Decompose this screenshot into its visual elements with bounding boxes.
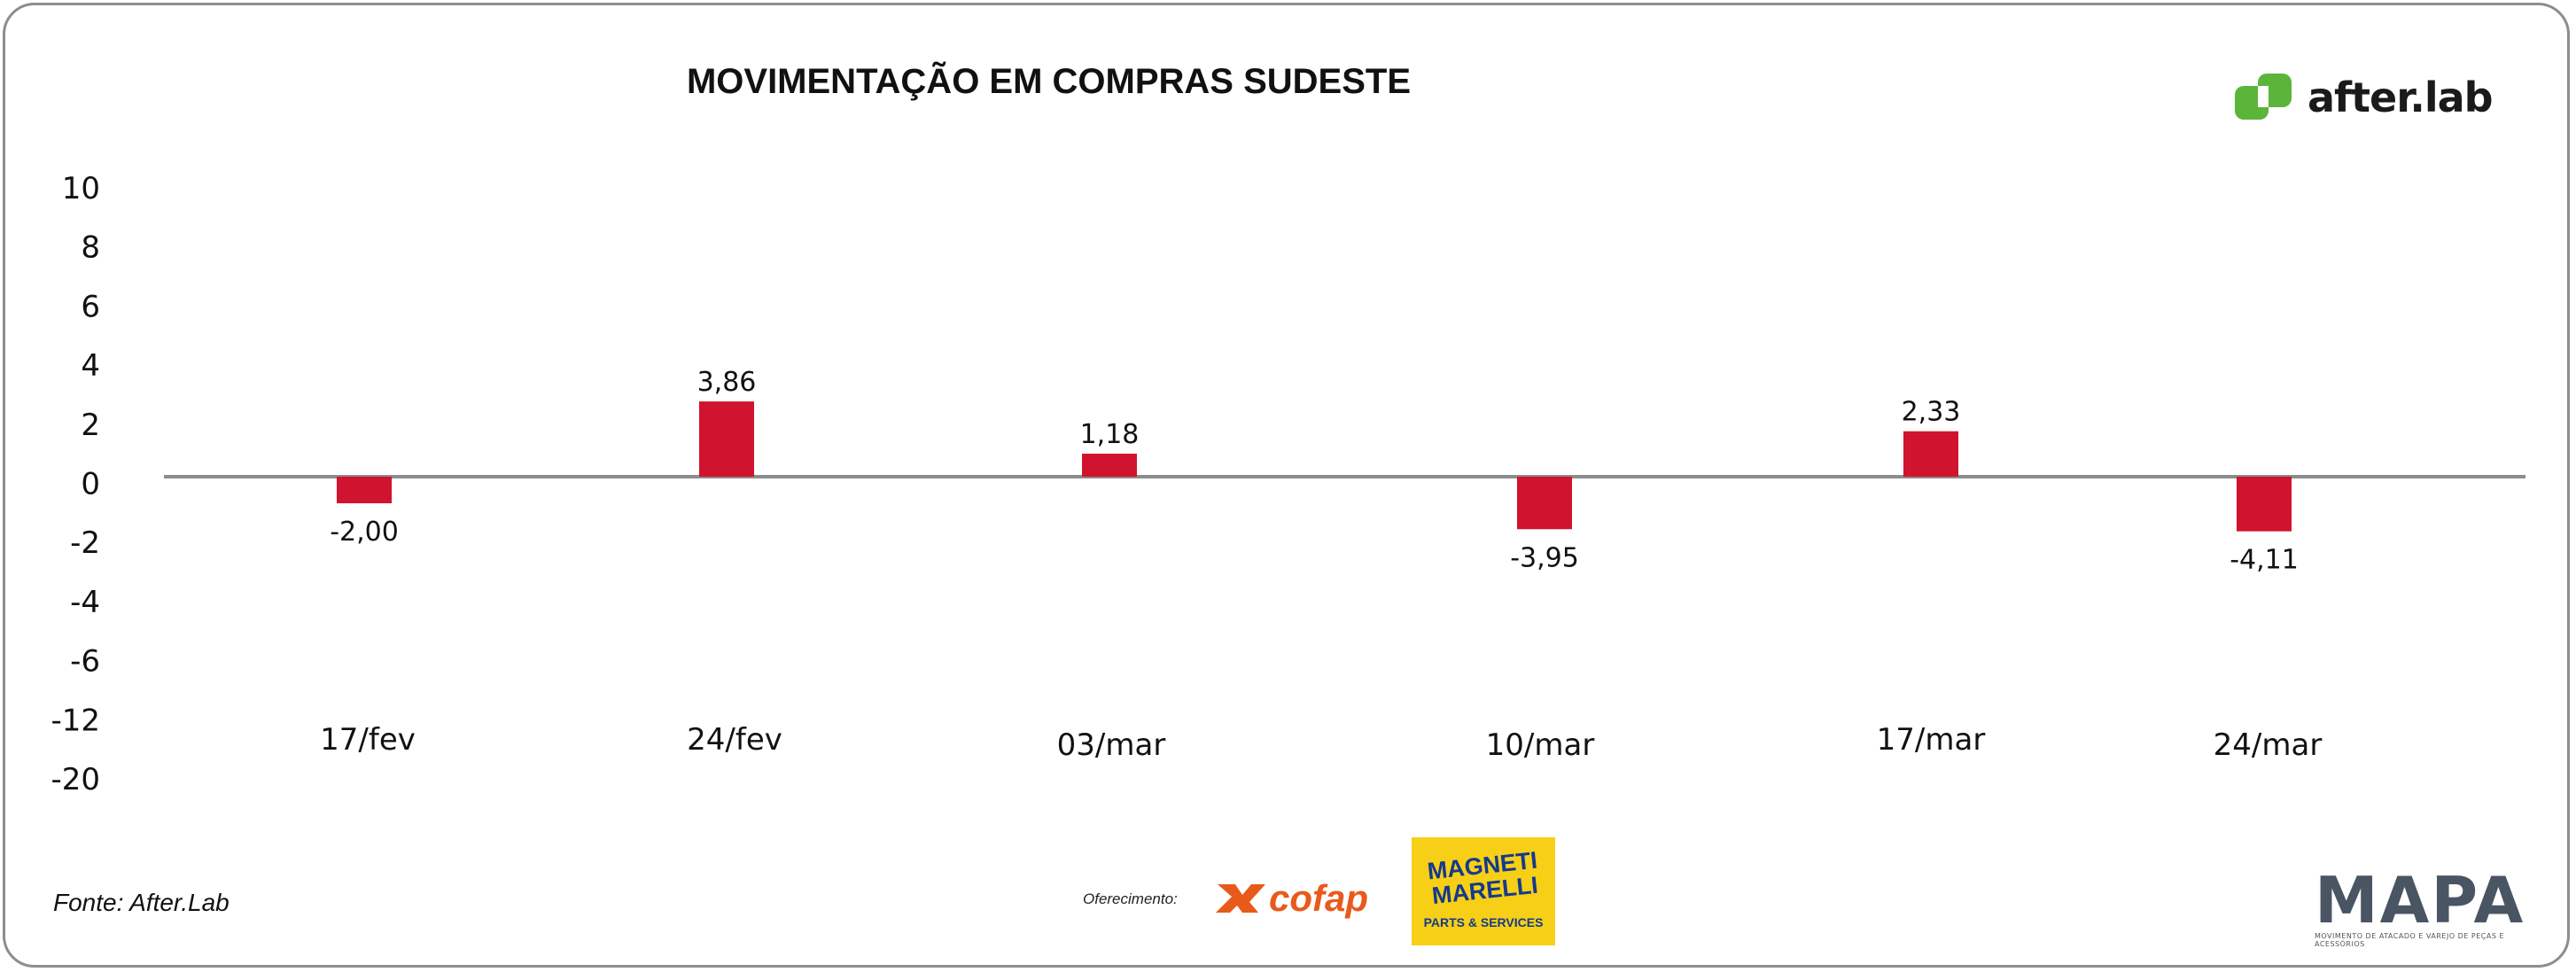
category-label: 10/mar [1486,727,1595,763]
data-label: 3,86 [697,367,757,398]
y-axis-ticks: 10 8 6 4 2 0 -2 -4 -6 -12 -20 [51,171,100,797]
y-tick-label: 4 [81,348,100,384]
cofap-logo-text: cofap [1269,877,1369,919]
bar-03/mar [1082,454,1137,477]
y-tick-label: -20 [51,762,100,797]
afterlab-logo-icon [2235,74,2292,120]
magneti-marelli-name: MAGNETI MARELLI [1426,847,1541,909]
chart-title-text: MOVIMENTAÇÃO EM COMPRAS SUDESTE [686,62,1412,101]
y-tick-label: -4 [70,585,100,620]
sponsor-label: Oferecimento: [1083,890,1178,907]
data-label: -2,00 [330,517,399,548]
bar-17/mar [1903,431,1958,477]
afterlab-logo-text: after.lab [2308,74,2494,121]
data-label: -3,95 [1510,542,1579,573]
y-tick-label: -2 [70,525,100,561]
category-label: 03/mar [1057,727,1166,763]
category-label: 24/fev [687,722,782,758]
y-tick-label: 0 [81,467,100,502]
y-tick-label: -12 [51,703,100,738]
data-label: 2,33 [1902,397,1961,428]
chart-frame [3,3,2570,968]
source-note: Fonte: After.Lab [53,889,230,916]
afterlab-logo: after.lab [2235,71,2494,124]
data-labels-group: -2,00 3,86 1,18 -3,95 2,33 -4,11 [330,367,2299,576]
bars-group [337,401,2292,532]
y-tick-label: 10 [62,171,100,206]
mapa-logo-subtitle: MOVIMENTO DE ATACADO E VAREJO DE PEÇAS E… [2315,932,2505,948]
y-tick-label: 2 [81,408,100,443]
data-label: 1,18 [1080,419,1140,450]
data-label: -4,11 [2230,545,2299,576]
cofap-logo: cofap [1216,877,1368,920]
category-label: 24/mar [2214,727,2323,763]
cofap-logo-icon [1216,884,1265,913]
mapa-logo-text: MAPA [2315,863,2525,937]
category-labels-group: 17/fev 24/fev 03/mar 10/mar 17/mar 24/mar [320,722,2322,763]
y-tick-label: 8 [81,230,100,266]
category-label: 17/mar [1877,722,1986,758]
bar-24/fev [699,401,754,477]
y-tick-label: -6 [70,644,100,680]
magneti-marelli-logo: MAGNETI MARELLI PARTS & SERVICES [1412,837,1555,945]
bar-17/fev [337,477,392,503]
y-tick-label: 6 [81,289,100,324]
bar-10/mar [1517,477,1572,530]
chart-title: MOVIMENTAÇÃO EM COMPRAS SUDESTE [0,62,2576,102]
magneti-marelli-sub: PARTS & SERVICES [1423,915,1544,929]
category-label: 17/fev [320,722,416,758]
mapa-logo: MAPA MOVIMENTO DE ATACADO E VAREJO DE PE… [2315,863,2525,948]
bar-24/mar [2237,477,2292,532]
